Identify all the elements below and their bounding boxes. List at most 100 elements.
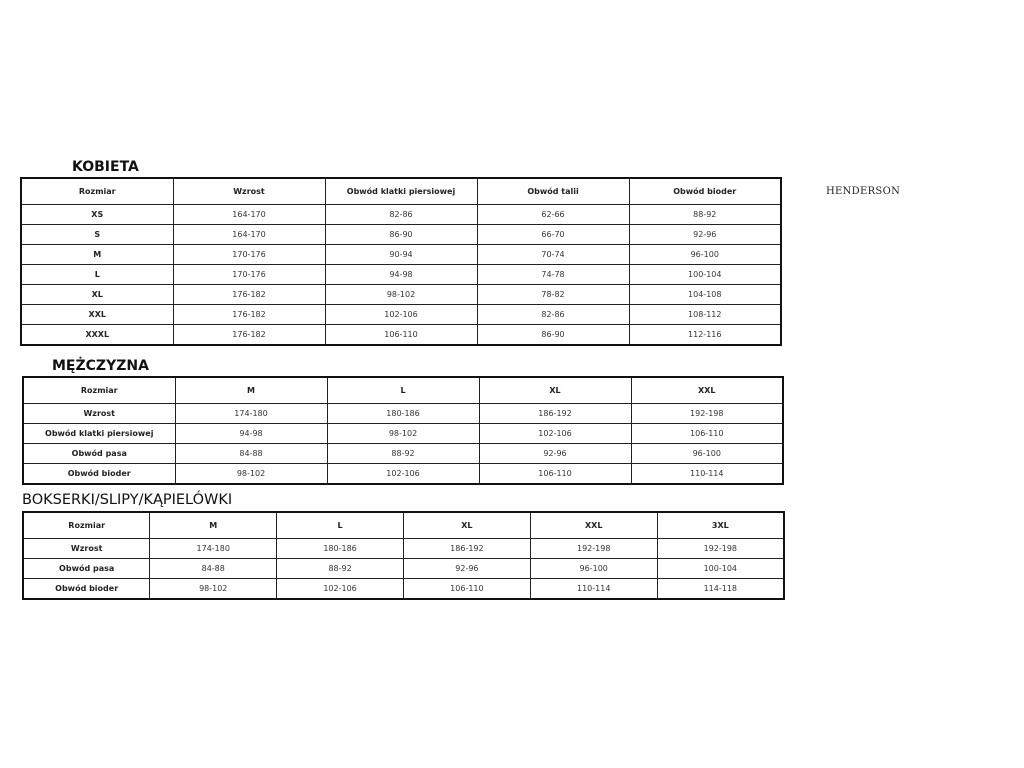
column-header: XXL	[529, 511, 658, 539]
table-cell: 100-104	[656, 558, 785, 579]
table-cell: 88-92	[326, 443, 480, 464]
table-row: Obwód klatki piersiowej 94-98 98-102 102-10…	[22, 423, 784, 444]
table-cell: 94-98	[174, 423, 328, 444]
column-header: Wzrost	[172, 177, 326, 205]
table-cell: 96-100	[630, 443, 784, 464]
table-cell: 94-98	[324, 264, 478, 285]
table-cell: 88-92	[628, 204, 782, 225]
table-cell: 112-116	[628, 324, 782, 346]
henderson-logo: HENDERSON	[826, 186, 901, 197]
table-cell: 108-112	[628, 304, 782, 325]
row-header: Obwód klatki piersiowej	[22, 423, 176, 444]
table-cell: 106-110	[630, 423, 784, 444]
table-cell: 82-86	[476, 304, 630, 325]
table-row: Wzrost 174-180 180-186 186-192 192-198 192-19…	[22, 538, 785, 559]
row-header: XXXL	[20, 324, 174, 346]
column-header: Rozmiar	[22, 511, 151, 539]
table-cell: 86-90	[476, 324, 630, 346]
table-cell: 84-88	[174, 443, 328, 464]
table-cell: 84-88	[149, 558, 278, 579]
table-cell: 186-192	[478, 403, 632, 424]
table-cell: 96-100	[529, 558, 658, 579]
table-cell: 164-170	[172, 224, 326, 245]
column-header: Obwód talii	[476, 177, 630, 205]
table-cell: 110-114	[630, 463, 784, 485]
table-cell: 174-180	[174, 403, 328, 424]
table-row: S 164-170 86-90 66-70 92-96	[20, 224, 782, 245]
table-cell: 98-102	[324, 284, 478, 305]
table-cell: 62-66	[476, 204, 630, 225]
table-row: Obwód bioder 98-102 102-106 106-110 110-114 1…	[22, 578, 785, 600]
table-cell: 102-106	[326, 463, 480, 485]
column-header: XL	[478, 376, 632, 404]
table-cell: 98-102	[149, 578, 278, 600]
table-cell: 98-102	[174, 463, 328, 485]
table-cell: 92-96	[628, 224, 782, 245]
row-header: Wzrost	[22, 538, 151, 559]
table-cell: 106-110	[402, 578, 531, 600]
table-header-row: Rozmiar M L XL XXL 3XL	[22, 511, 785, 539]
column-header: L	[326, 376, 480, 404]
table-cell: 176-182	[172, 284, 326, 305]
table-row: Wzrost 174-180 180-186 186-192 192-198	[22, 403, 784, 424]
table-cell: 174-180	[149, 538, 278, 559]
table-row: Obwód bioder 98-102 102-106 106-110 110-114	[22, 463, 784, 485]
underwear-title: BOKSERKI/SLIPY/KĄPIELÓWKI	[22, 492, 233, 508]
table-cell: 170-176	[172, 264, 326, 285]
table-row: XXL 176-182 102-106 82-86 108-112	[20, 304, 782, 325]
column-header: L	[276, 511, 404, 539]
table-row: XL 176-182 98-102 78-82 104-108	[20, 284, 782, 305]
row-header: Obwód pasa	[22, 558, 151, 579]
table-row: XXXL 176-182 106-110 86-90 112-116	[20, 324, 782, 346]
table-cell: 66-70	[476, 224, 630, 245]
table-cell: 90-94	[324, 244, 478, 265]
row-header: M	[20, 244, 174, 265]
table-row: Obwód pasa 84-88 88-92 92-96 96-100 100-104	[22, 558, 785, 579]
table-cell: 74-78	[476, 264, 630, 285]
table-cell: 164-170	[172, 204, 326, 225]
table-cell: 180-186	[326, 403, 480, 424]
table-cell: 70-74	[476, 244, 630, 265]
table-cell: 98-102	[326, 423, 480, 444]
table-cell: 176-182	[172, 324, 326, 346]
table-row: XS 164-170 82-86 62-66 88-92	[20, 204, 782, 225]
row-header: S	[20, 224, 174, 245]
column-header: Obwód klatki piersiowej	[324, 177, 478, 205]
table-cell: 82-86	[324, 204, 478, 225]
table-header-row: Rozmiar Wzrost Obwód klatki piersiowej Obwó…	[20, 177, 782, 205]
table-cell: 114-118	[656, 578, 785, 600]
column-header: XL	[402, 511, 531, 539]
table-cell: 192-198	[656, 538, 785, 559]
table-cell: 192-198	[529, 538, 658, 559]
column-header: Rozmiar	[20, 177, 174, 205]
table-cell: 170-176	[172, 244, 326, 265]
table-cell: 110-114	[529, 578, 658, 600]
column-header: M	[149, 511, 278, 539]
table-cell: 102-106	[478, 423, 632, 444]
table-cell: 78-82	[476, 284, 630, 305]
table-cell: 100-104	[628, 264, 782, 285]
women-title: KOBIETA	[72, 159, 139, 175]
row-header: XXL	[20, 304, 174, 325]
row-header: XL	[20, 284, 174, 305]
column-header: Rozmiar	[22, 376, 176, 404]
table-row: M 170-176 90-94 70-74 96-100	[20, 244, 782, 265]
table-cell: 192-198	[630, 403, 784, 424]
table-cell: 104-108	[628, 284, 782, 305]
table-cell: 102-106	[324, 304, 478, 325]
row-header: Obwód bioder	[22, 578, 151, 600]
men-title: MĘŻCZYZNA	[52, 358, 149, 374]
table-cell: 180-186	[276, 538, 404, 559]
column-header: 3XL	[656, 511, 785, 539]
table-row: Obwód pasa 84-88 88-92 92-96 96-100	[22, 443, 784, 464]
table-cell: 102-106	[276, 578, 404, 600]
table-cell: 92-96	[478, 443, 632, 464]
table-cell: 106-110	[478, 463, 632, 485]
column-header: XXL	[630, 376, 784, 404]
women-size-table: Rozmiar Wzrost Obwód klatki piersiowej Obwó…	[20, 177, 782, 346]
row-header: L	[20, 264, 174, 285]
underwear-size-table: Rozmiar M L XL XXL 3XL Wzrost 174-180 180-186 186…	[22, 511, 785, 600]
row-header: XS	[20, 204, 174, 225]
table-cell: 106-110	[324, 324, 478, 346]
table-row: L 170-176 94-98 74-78 100-104	[20, 264, 782, 285]
